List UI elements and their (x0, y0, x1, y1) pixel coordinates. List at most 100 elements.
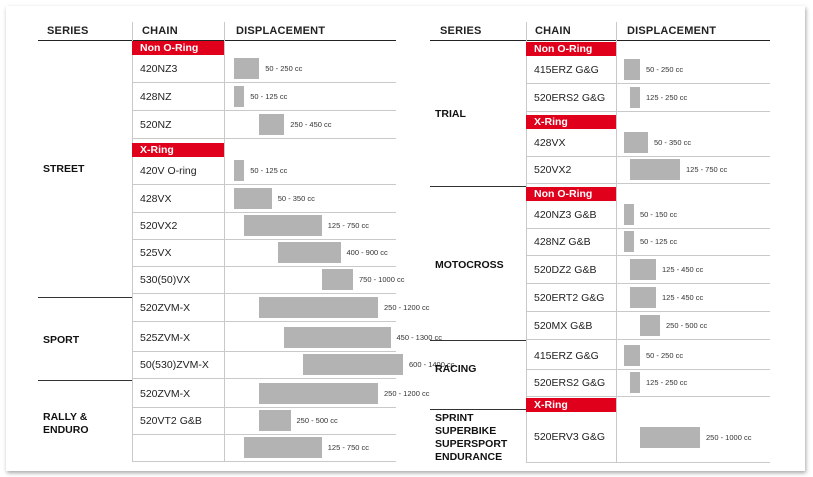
header-rule (430, 40, 770, 41)
chain-name: 520VT2 G&B (140, 415, 202, 427)
header-rule (38, 40, 396, 41)
series-label-street: STREET (43, 163, 85, 175)
displacement-range-label: 50 - 125 cc (250, 166, 288, 175)
chain-name: 520ZVM-X (140, 388, 191, 400)
displacement-range-label: 600 - 1400 cc (409, 360, 455, 369)
series-label-endurance: ENDURANCE (435, 451, 503, 463)
series-header: SERIES (47, 25, 89, 37)
chain-name: 520ERT2 G&G (534, 292, 605, 304)
displacement-range-label: 125 - 250 cc (646, 93, 688, 102)
table-row: 415ERZ G&G 50 - 250 cc (526, 342, 770, 370)
table-row: 125 - 750 cc (132, 434, 396, 462)
displacement-range-label: 125 - 750 cc (327, 443, 370, 452)
type-band-x-ring: X-Ring (526, 115, 616, 129)
table-row: 520MX G&B 250 - 500 cc (526, 312, 770, 340)
displacement-range-label: 125 - 750 cc (686, 165, 728, 174)
table-row: 520ERV3 G&G 250 - 1000 cc (526, 412, 770, 463)
type-band-non-o-ring: Non O-Ring (132, 41, 224, 55)
chain-name: 525VX (140, 247, 172, 259)
chain-name: 428VX (140, 193, 172, 205)
displacement-range-label: 50 - 250 cc (646, 351, 684, 360)
table-row: 520ERS2 G&G 125 - 250 cc (526, 84, 770, 112)
text-overlap-mask (140, 158, 220, 164)
chain-name: 520ERS2 G&G (534, 92, 606, 104)
series-label-racing: RACING (435, 363, 477, 375)
displacement-bar (243, 437, 322, 458)
chain-name: 428NZ (140, 91, 172, 103)
displacement-range-label: 250 - 500 cc (666, 321, 708, 330)
chain-name: 415ERZ G&G (534, 350, 599, 362)
type-label: Non O-Ring (534, 43, 593, 55)
table-row: 50(530)ZVM-X 600 - 1400 cc (132, 351, 454, 379)
series-divider (38, 297, 132, 298)
left-table-header: SERIES CHAIN DISPLACEMENT (38, 22, 396, 40)
displacement-bar (259, 410, 291, 431)
series-label-motocross: MOTOCROSS (435, 259, 504, 271)
displacement-range-label: 250 - 1000 cc (706, 433, 752, 442)
chain-name: 520ERV3 G&G (534, 431, 606, 443)
chain-name: 520DZ2 G&B (534, 264, 597, 276)
displacement-bar (234, 58, 260, 79)
table-row: 530(50)VX 750 - 1000 cc (132, 266, 404, 294)
series-divider (38, 380, 132, 381)
table-row: 428VX 50 - 350 cc (526, 129, 770, 157)
series-label-sprint: SPRINT (435, 412, 474, 424)
chain-name: 428VX (534, 137, 566, 149)
series-divider (430, 186, 526, 187)
table-row: 525VX 400 - 900 cc (132, 239, 396, 267)
displacement-header: DISPLACEMENT (236, 25, 326, 37)
displacement-bar (640, 315, 660, 336)
displacement-range-label: 400 - 900 cc (346, 248, 388, 257)
chain-name: 428NZ G&B (534, 236, 591, 248)
displacement-bar (234, 188, 272, 209)
type-band-x-ring: X-Ring (526, 398, 616, 412)
displacement-range-label: 250 - 1200 cc (384, 303, 430, 312)
table-row: 520VX2 125 - 750 cc (132, 212, 396, 240)
type-band-non-o-ring: Non O-Ring (526, 187, 616, 201)
chain-header: CHAIN (142, 25, 178, 37)
series-label-supersport: SUPERSPORT (435, 438, 508, 450)
displacement-bar (259, 297, 378, 318)
displacement-bar (234, 160, 245, 181)
chain-header: CHAIN (535, 25, 571, 37)
displacement-bar (630, 159, 680, 180)
series-label-superbike: SUPERBIKE (435, 425, 497, 437)
displacement-range-label: 50 - 125 cc (640, 237, 678, 246)
displacement-range-label: 50 - 250 cc (646, 65, 684, 74)
displacement-bar (259, 114, 285, 135)
displacement-bar (624, 204, 634, 225)
table-row: 415ERZ G&G 50 - 250 cc (526, 56, 770, 84)
displacement-bar (234, 86, 245, 107)
series-divider (430, 409, 526, 410)
series-label-rally-enduro: RALLY & ENDURO (43, 411, 89, 436)
displacement-bar (259, 383, 378, 404)
table-row: 520NZ 250 - 450 cc (132, 111, 396, 139)
displacement-bar (624, 345, 640, 366)
type-label: X-Ring (534, 116, 568, 128)
right-table-header: SERIES CHAIN DISPLACEMENT (430, 22, 770, 40)
table-row: 520ERS2 G&G 125 - 250 cc (526, 369, 770, 397)
displacement-range-label: 125 - 250 cc (646, 378, 688, 387)
table-row: 420NZ3 50 - 250 cc (132, 55, 396, 83)
table-row: 520VT2 G&B 250 - 500 cc (132, 407, 396, 435)
displacement-header: DISPLACEMENT (627, 25, 717, 37)
displacement-bar (624, 231, 634, 252)
displacement-range-label: 125 - 450 cc (662, 265, 704, 274)
column-divider (616, 22, 617, 462)
table-row: 520ERT2 G&G 125 - 450 cc (526, 284, 770, 312)
displacement-range-label: 450 - 1300 cc (396, 333, 442, 342)
displacement-bar (321, 269, 353, 290)
displacement-bar (624, 59, 640, 80)
column-divider (224, 22, 225, 462)
chain-name: 50(530)ZVM-X (140, 359, 209, 371)
type-label: X-Ring (534, 399, 568, 411)
table-row: 525ZVM-X 450 - 1300 cc (132, 324, 442, 352)
table-row: 520ZVM-X 250 - 1200 cc (132, 294, 429, 322)
chain-name: 520NZ (140, 119, 172, 131)
series-label-trial: TRIAL (435, 108, 466, 120)
series-label-sport: SPORT (43, 334, 80, 346)
displacement-range-label: 250 - 1200 cc (384, 389, 430, 398)
displacement-bar (630, 259, 656, 280)
type-label: Non O-Ring (534, 188, 593, 200)
